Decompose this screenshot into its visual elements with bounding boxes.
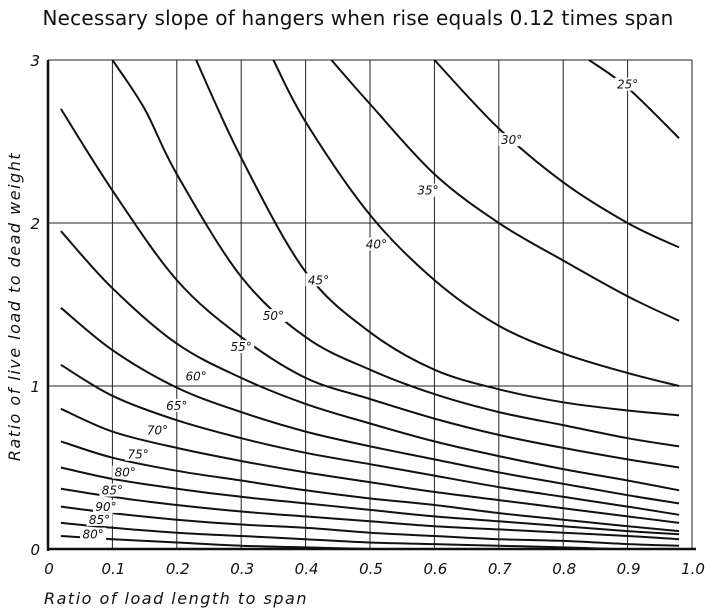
y-tick-label: 0 [30,541,40,559]
x-tick-label: 0.9 [617,560,641,578]
x-tick-label: 0.4 [295,560,319,578]
curve-label-bg [183,369,210,383]
curve-line [60,521,615,550]
curve-label: 60° [185,369,206,383]
curve-label-bg [363,237,390,251]
curve-label: 45° [308,273,329,287]
x-tick-label: 1.0 [681,560,705,578]
axes [46,60,696,551]
curve-label: 40° [366,237,387,251]
curve-line [588,60,680,139]
curve-label-bg [414,183,441,197]
curve-label-bg [99,483,126,497]
curve-label: 75° [128,448,149,462]
curve-label: 85° [89,513,110,527]
curve-label: 35° [417,184,438,198]
curve-label-bg [112,465,139,479]
curve-label: 55° [231,340,252,354]
curve-line [60,535,371,550]
curve-label-bg [144,423,171,437]
curve-line [433,60,680,249]
curve-line [60,230,680,492]
curve-line [60,466,680,536]
curve-line [60,440,680,533]
curve-label: 90° [95,500,116,514]
curve-label-bg [125,447,152,461]
curve-labels: 25°30°35°40°45°50°55°60°65°70°75°80°85°9… [80,77,641,542]
curve-line [60,363,680,516]
curve-line [111,60,680,448]
y-axis-title: Ratio of live load to dead weight [5,152,24,461]
curve-label: 65° [166,399,187,413]
curve-label: 85° [102,484,123,498]
curve-line [272,60,680,387]
curve-line [60,487,680,541]
curves [60,60,680,550]
y-tick-label: 1 [30,378,40,396]
curve-line [60,407,680,524]
curve-label-bg [228,340,255,354]
curve-label-bg [86,512,113,526]
curve-label-bg [614,77,641,91]
x-tick-label: 0 [44,560,54,578]
curve-line [330,60,680,322]
curve-label-bg [498,133,525,147]
curve-label-bg [92,499,119,513]
curve-label: 70° [147,423,168,437]
x-tick-label: 0.3 [230,560,254,578]
x-tick-label: 0.7 [488,560,512,578]
tick-labels: 0 0.1 0.2 0.3 0.4 0.5 0.6 0.7 0.8 0.9 1.0 0 1 2 3 [30,52,704,578]
x-tick-label: 0.2 [166,560,190,578]
curve-label: 80° [82,528,103,542]
curve-label-bg [260,309,287,323]
curve-label-bg [305,273,332,287]
x-tick-label: 0.1 [101,560,125,578]
curve-line [60,108,680,469]
x-tick-label: 0.8 [552,560,576,578]
curve-label: 25° [617,78,638,92]
curve-label-bg [80,527,107,541]
x-tick-label: 0.6 [423,560,447,578]
y-tick-label: 3 [30,52,40,70]
y-tick-label: 2 [30,215,40,233]
curve-label: 50° [263,309,284,323]
curve-line [60,307,680,505]
chart-title: Necessary slope of hangers when rise equ… [42,6,674,30]
curve-label-bg [163,398,190,412]
curve-line [60,505,680,547]
curve-label: 30° [501,133,522,147]
curve-line [195,60,680,417]
curve-label: 80° [115,466,136,480]
x-axis-title: Ratio of load length to span [44,589,308,608]
x-tick-label: 0.5 [359,560,383,578]
